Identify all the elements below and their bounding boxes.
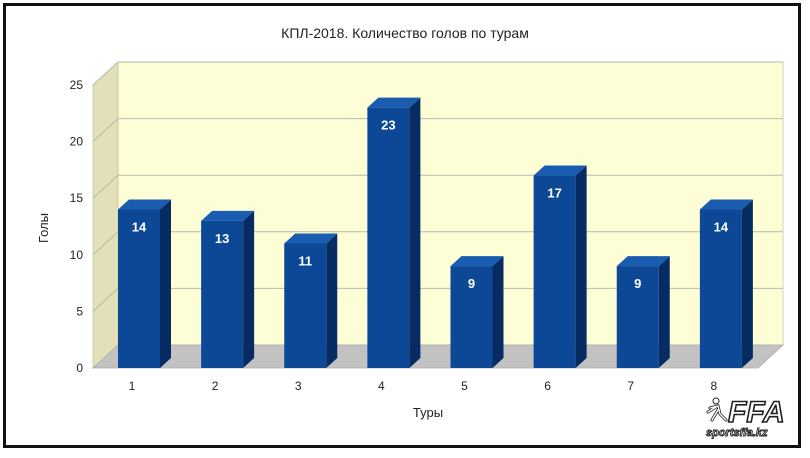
bar-value-label: 14 (714, 220, 729, 235)
watermark-logo: FFA sportsffa.kz (706, 395, 786, 439)
bar: 14 (118, 199, 171, 368)
bar-value-label: 23 (381, 118, 395, 133)
bar-top (201, 210, 255, 221)
bar-front (450, 266, 493, 368)
x-tick-label: 1 (129, 379, 136, 393)
bar-side (243, 210, 255, 368)
side-wall (92, 61, 119, 369)
bar: 11 (284, 233, 338, 368)
bar-top (284, 233, 338, 244)
floor (91, 344, 785, 369)
x-tick-label: 8 (711, 379, 718, 393)
bar: 9 (616, 256, 670, 368)
bar-value-label: 11 (298, 253, 312, 268)
chart-walls (91, 61, 785, 369)
bar-value-label: 17 (547, 186, 561, 201)
bar-top (450, 256, 504, 267)
bar-front (118, 209, 160, 368)
bar-top (118, 199, 171, 210)
bar-top (699, 199, 753, 210)
bar-front (367, 107, 410, 368)
grid-line-side (92, 118, 119, 142)
bar-value-label: 13 (215, 231, 229, 246)
bar-front (616, 266, 659, 368)
bar-side (658, 256, 670, 368)
x-tick-label: 3 (295, 379, 302, 393)
bar: 23 (367, 97, 421, 368)
x-tick-label: 7 (627, 379, 634, 393)
x-tick-label: 5 (461, 379, 468, 393)
y-tick-label: 15 (70, 191, 84, 205)
grid-line-side (92, 231, 119, 256)
bar-front (533, 175, 576, 368)
watermark-site-text: sportsffa.kz (706, 427, 768, 439)
grid-line-side (92, 61, 119, 86)
y-tick-label: 10 (70, 248, 84, 262)
y-tick-label: 5 (76, 304, 83, 318)
bar-side (326, 233, 338, 368)
bar-side (492, 256, 504, 368)
watermark-logo-text: FFA (728, 396, 785, 429)
bar: 14 (699, 199, 753, 368)
bar-side (160, 199, 171, 368)
y-axis-ticks: 0 5 10 15 20 25 (70, 78, 84, 375)
bar: 9 (450, 256, 504, 368)
bar-top (533, 165, 587, 176)
runner-icon (706, 397, 728, 422)
x-tick-label: 2 (212, 379, 219, 393)
bars: 14 13 11 23 9 17 9 14 (118, 97, 753, 368)
bar-value-label: 14 (132, 220, 147, 235)
bar-front (284, 243, 327, 368)
y-tick-label: 0 (76, 361, 83, 375)
x-tick-label: 4 (378, 379, 385, 393)
y-tick-label: 25 (70, 78, 84, 92)
y-tick-label: 20 (70, 135, 84, 149)
chart-title: КПЛ-2018. Количество голов по турам (281, 25, 529, 41)
bar: 13 (201, 210, 255, 368)
x-axis-label: Туры (413, 405, 443, 420)
bar-front (201, 220, 244, 368)
bar-side (409, 97, 421, 368)
bar-value-label: 9 (634, 276, 641, 291)
x-tick-label: 6 (544, 379, 551, 393)
bar-value-label: 9 (468, 276, 475, 291)
x-axis-ticks: 1 2 3 4 5 6 7 8 (129, 379, 718, 393)
bar-side (741, 199, 753, 368)
grid-line-side (92, 288, 119, 312)
bar-top (616, 256, 670, 267)
y-axis-label: Голы (36, 213, 51, 243)
bar-side (575, 165, 587, 368)
bar: 17 (533, 165, 587, 368)
bar-top (367, 97, 421, 108)
bar-front (699, 209, 742, 368)
grid-line-side (92, 174, 119, 199)
